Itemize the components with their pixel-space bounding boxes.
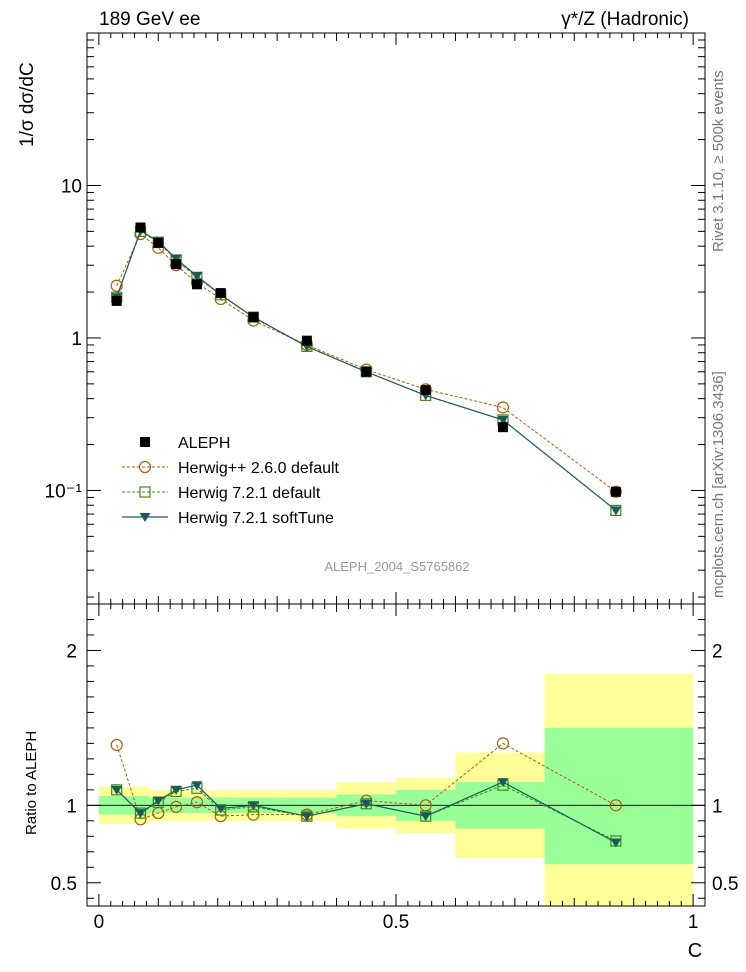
- data-point-data: [191, 279, 202, 290]
- ratio-point-herwigpp: [110, 738, 123, 752]
- ratio-point-h721soft: [247, 801, 259, 811]
- legend-label: Herwig 7.2.1 softTune: [178, 510, 334, 527]
- data-point-data: [301, 335, 312, 346]
- ratio-point-herwigpp: [190, 796, 204, 809]
- ratio-y-tick-label-right: 1: [712, 796, 723, 817]
- ratio-line-h721soft: [116, 781, 617, 844]
- legend-label: Herwig 7.2.1 default: [178, 485, 321, 502]
- legend-label: Herwig++ 2.6.0 default: [178, 460, 340, 477]
- ratio-point-h721soft: [215, 804, 227, 814]
- legend-marker-data: [140, 437, 150, 447]
- data-point-data: [171, 259, 182, 270]
- ratio-point-h721soft: [610, 838, 622, 848]
- ratio-point-herwigpp: [170, 800, 183, 813]
- ratio-band-inner: [544, 727, 694, 865]
- ratio-y-tick-label-right: 0.5: [712, 874, 738, 895]
- ratio-y-axis-label: Ratio to ALEPH: [23, 731, 40, 835]
- ratio-point-herwigpp: [609, 799, 622, 812]
- legend-marker-herwigpp: [138, 460, 152, 474]
- ratio-point-h721soft: [191, 781, 203, 791]
- data-point-herwigpp: [609, 485, 622, 498]
- x-tick-label: 0: [94, 912, 105, 933]
- x-tick-label: 1: [688, 912, 699, 933]
- ratio-point-h721soft: [420, 812, 432, 822]
- data-point-data: [497, 422, 508, 433]
- ratio-point-h721soft: [111, 785, 123, 795]
- data-point-data: [361, 366, 372, 377]
- data-point-data: [610, 486, 621, 497]
- data-point-data: [420, 385, 431, 396]
- ratio-point-h721soft: [152, 796, 164, 806]
- data-point-data: [135, 222, 146, 233]
- ratio-y-tick-label-right: 2: [712, 641, 723, 662]
- main-y-axis-label: 1/σ dσ/dC: [17, 62, 38, 147]
- data-point-data: [215, 288, 226, 299]
- x-tick-label: 0.5: [383, 912, 409, 933]
- data-point-herwigpp: [110, 279, 123, 292]
- ratio-panel-series: [110, 737, 622, 848]
- y-tick-label: 1: [71, 329, 82, 350]
- x-axis-label: C: [688, 940, 702, 962]
- ratio-panel-frame: 0 0.5 1 2 2 1 1 0.5 0.5: [51, 603, 738, 933]
- header-right-label: γ*/Z (Hadronic): [561, 9, 689, 30]
- data-point-h721soft: [191, 271, 203, 281]
- legend-marker-h721soft: [139, 513, 151, 522]
- y-tick-label: 10⁻¹: [45, 481, 83, 502]
- ratio-point-h721soft: [497, 778, 509, 788]
- data-point-h721soft: [497, 415, 509, 425]
- ratio-point-h721soft: [170, 785, 182, 795]
- y-tick-label: 10: [61, 176, 82, 197]
- rivet-label: Rivet 3.1.10, ≥ 500k events: [710, 70, 727, 252]
- ratio-y-tick-label: 0.5: [51, 874, 77, 895]
- ratio-line-herwigpp: [116, 742, 617, 820]
- ratio-y-tick-label: 1: [66, 796, 77, 817]
- data-point-h721soft: [610, 506, 622, 516]
- ratio-point-h721soft: [134, 809, 146, 819]
- ratio-point-herwigpp: [496, 737, 510, 750]
- ratio-y-tick-label: 2: [66, 641, 77, 662]
- legend-label: ALEPH: [178, 435, 230, 452]
- main-panel-series: [110, 222, 622, 516]
- data-point-data: [153, 237, 164, 248]
- data-point-herwigpp: [496, 401, 510, 414]
- analysis-label: ALEPH_2004_S5765862: [324, 559, 469, 574]
- ratio-point-h721soft: [360, 799, 372, 809]
- legend-marker-h721default: [139, 486, 151, 498]
- main-panel-frame: 10 1 10⁻¹: [45, 32, 706, 605]
- ratio-point-h721soft: [301, 812, 313, 822]
- source-label: mcplots.cern.ch [arXiv:1306.3436]: [710, 371, 727, 598]
- data-point-data: [111, 295, 122, 306]
- header-left-label: 189 GeV ee: [99, 9, 200, 30]
- data-point-data: [248, 312, 259, 323]
- legend: ALEPH Herwig++ 2.6.0 default Herwig 7.2.1 …: [122, 435, 340, 527]
